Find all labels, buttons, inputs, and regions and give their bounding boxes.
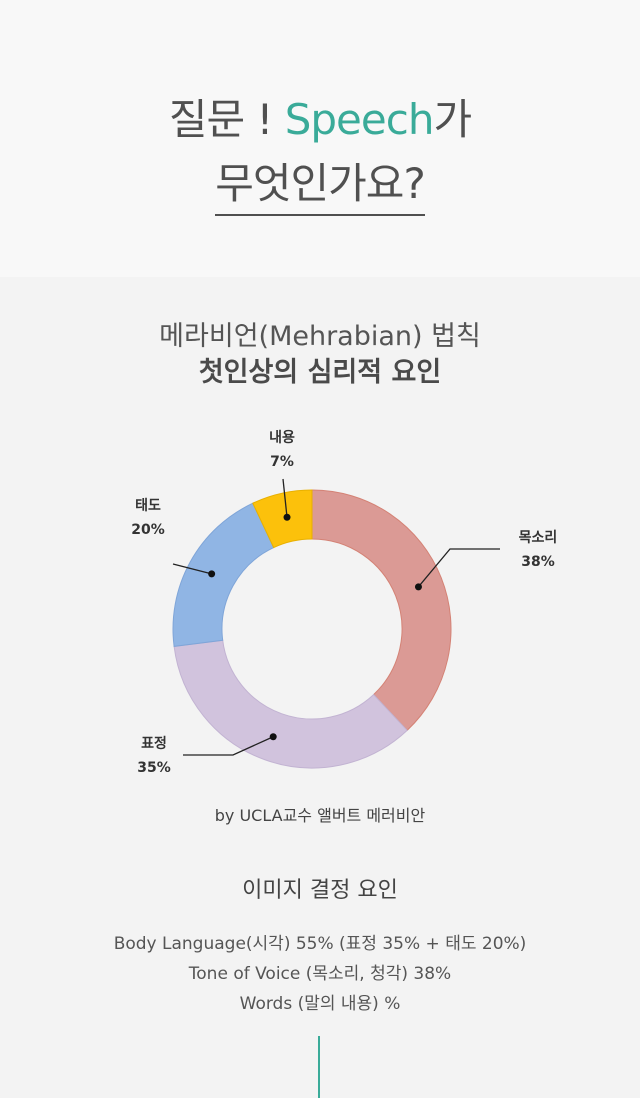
page-title-line2: 무엇인가요? [0, 150, 640, 216]
title-line2-text: 무엇인가요? [215, 159, 426, 216]
factor-line-body-language: Body Language(시각) 55% (표정 35% + 태도 20%) [113, 934, 527, 954]
slice-1 [173, 639, 408, 769]
slice-value-2: 20% [131, 522, 165, 538]
header-band [0, 0, 640, 277]
leader-line-0 [417, 548, 500, 588]
slice-value-1: 35% [137, 760, 171, 776]
slice-3 [252, 489, 313, 549]
donut-chart: 목소리 38% 표정 35% 태도 20% 내용 7% [131, 430, 558, 776]
slice-value-0: 38% [521, 554, 555, 570]
slice-0 [311, 489, 452, 732]
chart-title: 메라비언(Mehrabian) 법칙 [159, 321, 481, 352]
slice-2 [172, 502, 275, 647]
leader-line-1 [183, 736, 274, 756]
leader-dot-1 [269, 733, 277, 741]
factor-line-words: Words (말의 내용) % [239, 994, 401, 1014]
factor-line-tone-of-voice: Tone of Voice (목소리, 청각) 38% [188, 964, 452, 984]
factors-title: 이미지 결정 요인 [242, 878, 398, 903]
leader-dot-2 [208, 570, 216, 578]
chart-credit: by UCLA교수 앨버트 메러비안 [214, 806, 426, 825]
factors-list: Body Language(시각) 55% (표정 35% + 태도 20%) … [0, 929, 640, 1019]
slice-label-3: 내용 [269, 430, 295, 446]
divider-line [318, 1036, 320, 1098]
slice-label-1: 표정 [141, 735, 167, 752]
leader-dot-3 [283, 513, 291, 521]
page-title-line1: 질문 ! Speech가 [0, 86, 640, 147]
leader-line-2 [172, 563, 212, 575]
leader-line-3 [282, 478, 288, 518]
slice-label-0: 목소리 [519, 530, 558, 546]
title-accent: Speech [284, 95, 435, 144]
title-prefix: 질문 ! [168, 95, 285, 144]
slice-label-2: 태도 [135, 498, 161, 514]
chart-subtitle: 첫인상의 심리적 요인 [198, 357, 442, 388]
title-suffix: 가 [433, 95, 472, 144]
slice-value-3: 7% [270, 454, 294, 470]
leader-dot-0 [414, 583, 422, 591]
